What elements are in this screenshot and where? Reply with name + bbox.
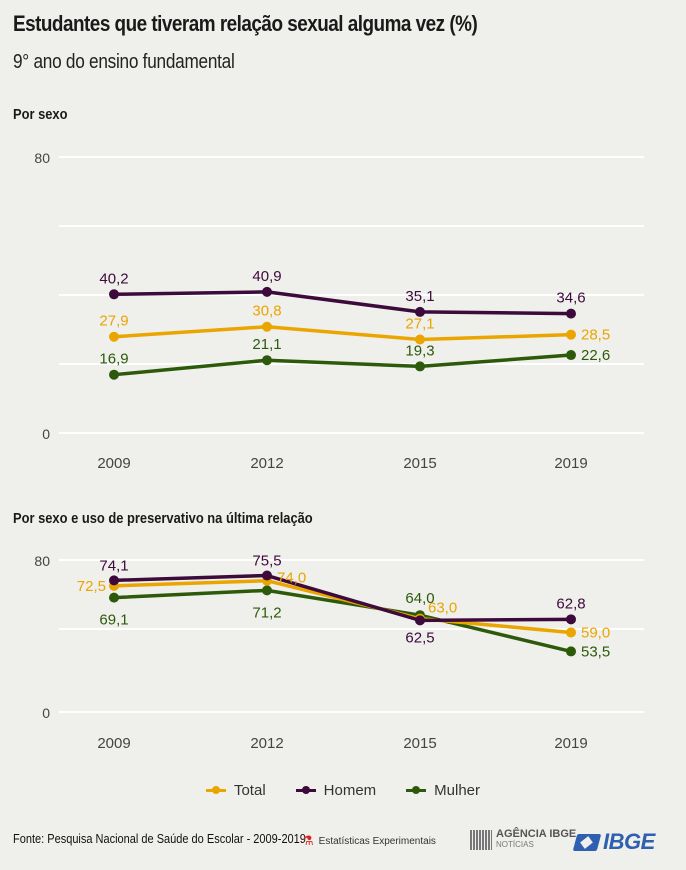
data-point-total	[109, 331, 119, 342]
legend-swatch-total	[205, 786, 226, 794]
data-label-mulher: 19,3	[405, 342, 434, 359]
data-label-total: 63,0	[428, 600, 457, 617]
legend-label-homem: Homem	[323, 782, 377, 799]
data-label-total: 28,5	[581, 327, 610, 344]
section-title-por-sexo: Por sexo	[13, 106, 68, 123]
series-line-total	[113, 578, 572, 635]
data-label-total: 27,1	[405, 316, 434, 333]
source-note: Fonte: Pesquisa Nacional de Saúde do Esc…	[13, 832, 306, 846]
data-label-mulher: 22,6	[581, 347, 610, 364]
data-point-homem	[415, 615, 425, 626]
data-label-homem: 75,5	[252, 553, 281, 570]
data-label-homem: 74,1	[99, 557, 128, 574]
data-label-mulher: 21,1	[252, 336, 281, 353]
data-point-total	[566, 627, 576, 638]
agencia-logo-text: AGÊNCIA IBGE NOTÍCIAS	[496, 829, 576, 850]
legend-item-homem[interactable]: Homem	[295, 782, 377, 799]
data-label-mulher: 71,2	[252, 604, 281, 621]
series-line-mulher	[113, 588, 572, 654]
x-tick-label: 2015	[403, 735, 436, 752]
data-point-mulher	[262, 585, 272, 596]
data-point-homem	[109, 289, 119, 300]
legend-item-mulher[interactable]: Mulher	[406, 782, 480, 799]
data-label-mulher: 64,0	[405, 590, 434, 607]
x-tick-label: 2015	[403, 455, 436, 472]
data-point-mulher	[566, 646, 576, 657]
agencia-sub: NOTÍCIAS	[496, 840, 534, 849]
x-tick-label: 2012	[250, 735, 283, 752]
data-label-total: 59,0	[581, 624, 610, 641]
series-line-homem	[113, 290, 572, 316]
y-tick-label: 0	[42, 426, 50, 442]
data-point-mulher	[415, 361, 425, 372]
ibge-logo[interactable]: IBGE	[572, 829, 655, 855]
x-tick-label: 2019	[554, 735, 587, 752]
data-label-total: 72,5	[77, 578, 106, 595]
legend-swatch-mulher	[406, 786, 427, 794]
legend-item-total[interactable]: Total	[205, 782, 266, 799]
flask-icon: ⚗	[302, 833, 314, 848]
legend-label-mulher: Mulher	[434, 782, 481, 799]
y-tick-label: 80	[34, 553, 50, 569]
agencia-name: AGÊNCIA IBGE	[496, 828, 577, 840]
data-point-homem	[566, 308, 576, 319]
data-point-homem	[262, 570, 272, 581]
data-label-mulher: 69,1	[99, 612, 128, 629]
legend-swatch-homem	[295, 786, 316, 794]
y-tick-label: 80	[34, 150, 50, 166]
data-label-total: 74,0	[277, 570, 306, 587]
chart-title: Estudantes que tiveram relação sexual al…	[13, 11, 478, 36]
data-point-homem	[109, 575, 119, 586]
data-label-mulher: 53,5	[581, 643, 610, 660]
chart-subtitle: 9° ano do ensino fundamental	[13, 51, 235, 73]
data-point-homem	[262, 286, 272, 297]
x-tick-label: 2019	[554, 455, 587, 472]
data-label-mulher: 16,9	[99, 351, 128, 368]
data-point-homem	[566, 614, 576, 625]
data-point-total	[566, 329, 576, 340]
x-tick-label: 2009	[97, 455, 130, 472]
data-label-homem: 40,9	[252, 268, 281, 285]
legend: Total Homem Mulher	[0, 782, 686, 799]
legend-label-total: Total	[233, 782, 266, 799]
data-label-homem: 40,2	[99, 270, 128, 287]
section-title-preservativo: Por sexo e uso de preservativo na última…	[13, 510, 313, 527]
agencia-ibge-logo[interactable]: AGÊNCIA IBGE NOTÍCIAS	[470, 829, 576, 850]
experimental-label: Estatísticas Experimentais	[318, 835, 436, 847]
ibge-wordmark: IBGE	[603, 829, 655, 854]
data-point-total	[262, 321, 272, 332]
data-point-mulher	[109, 369, 119, 380]
data-point-total	[415, 334, 425, 345]
data-label-homem: 62,5	[405, 629, 434, 646]
data-label-homem: 62,8	[556, 595, 585, 612]
data-point-homem	[415, 306, 425, 317]
data-point-mulher	[566, 350, 576, 361]
x-tick-label: 2012	[250, 455, 283, 472]
data-point-mulher	[262, 355, 272, 366]
agencia-map-icon	[470, 829, 492, 850]
data-label-homem: 35,1	[405, 288, 434, 305]
series-line-mulher	[113, 353, 572, 377]
x-tick-label: 2009	[97, 735, 130, 752]
data-label-total: 27,9	[99, 313, 128, 330]
experimental-badge: ⚗ Estatísticas Experimentais	[302, 833, 436, 849]
data-label-homem: 34,6	[556, 290, 585, 307]
data-point-mulher	[109, 592, 119, 603]
ibge-mark-icon	[572, 833, 602, 851]
data-label-total: 30,8	[252, 303, 281, 320]
y-tick-label: 0	[42, 705, 50, 721]
series-line-total	[113, 324, 572, 342]
series-line-homem	[113, 573, 572, 623]
